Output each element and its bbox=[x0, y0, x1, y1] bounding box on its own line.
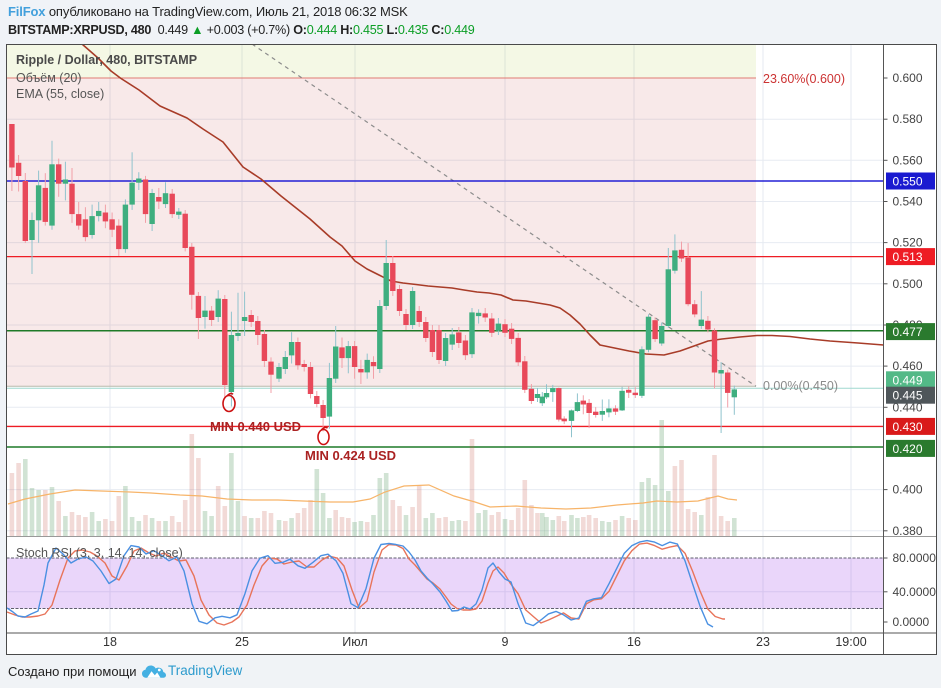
svg-text:0.400: 0.400 bbox=[893, 483, 923, 497]
svg-text:0.440: 0.440 bbox=[893, 400, 923, 414]
svg-text:18: 18 bbox=[103, 635, 117, 649]
svg-text:0.00%(0.450): 0.00%(0.450) bbox=[763, 379, 838, 393]
svg-text:0.500: 0.500 bbox=[893, 277, 923, 291]
svg-text:0.600: 0.600 bbox=[893, 71, 923, 85]
svg-text:0.445: 0.445 bbox=[893, 389, 923, 403]
svg-text:0.477: 0.477 bbox=[893, 325, 923, 339]
svg-text:0.560: 0.560 bbox=[893, 153, 923, 167]
svg-text:0.460: 0.460 bbox=[893, 359, 923, 373]
svg-text:0.420: 0.420 bbox=[893, 442, 923, 456]
svg-text:19:00: 19:00 bbox=[835, 635, 866, 649]
svg-text:0.540: 0.540 bbox=[893, 195, 923, 209]
svg-text:MIN 0.440 USD: MIN 0.440 USD bbox=[210, 419, 301, 434]
svg-text:0.520: 0.520 bbox=[893, 236, 923, 250]
svg-text:Ripple / Dollar, 480, BITSTAMP: Ripple / Dollar, 480, BITSTAMP bbox=[16, 53, 197, 67]
svg-text:Stoch RSI (3, 3, 14, 14, close: Stoch RSI (3, 3, 14, 14, close) bbox=[16, 546, 183, 560]
svg-text:0.550: 0.550 bbox=[893, 175, 923, 189]
svg-text:23: 23 bbox=[756, 635, 770, 649]
svg-text:23.60%(0.600): 23.60%(0.600) bbox=[763, 72, 845, 86]
svg-text:0.513: 0.513 bbox=[893, 250, 923, 264]
svg-text:25: 25 bbox=[235, 635, 249, 649]
svg-text:0.580: 0.580 bbox=[893, 112, 923, 126]
svg-text:0.449: 0.449 bbox=[893, 373, 923, 387]
svg-text:0.0000: 0.0000 bbox=[893, 615, 930, 629]
svg-text:80.0000: 80.0000 bbox=[893, 551, 937, 565]
svg-text:MIN 0.424 USD: MIN 0.424 USD bbox=[305, 448, 396, 463]
svg-text:Июл: Июл bbox=[342, 635, 367, 649]
svg-text:0.430: 0.430 bbox=[893, 420, 923, 434]
svg-text:9: 9 bbox=[502, 635, 509, 649]
svg-text:16: 16 bbox=[627, 635, 641, 649]
svg-text:40.0000: 40.0000 bbox=[893, 585, 937, 599]
svg-text:EMA (55, close): EMA (55, close) bbox=[16, 87, 104, 101]
svg-text:Объём (20): Объём (20) bbox=[16, 71, 82, 85]
svg-text:0.380: 0.380 bbox=[893, 524, 923, 538]
